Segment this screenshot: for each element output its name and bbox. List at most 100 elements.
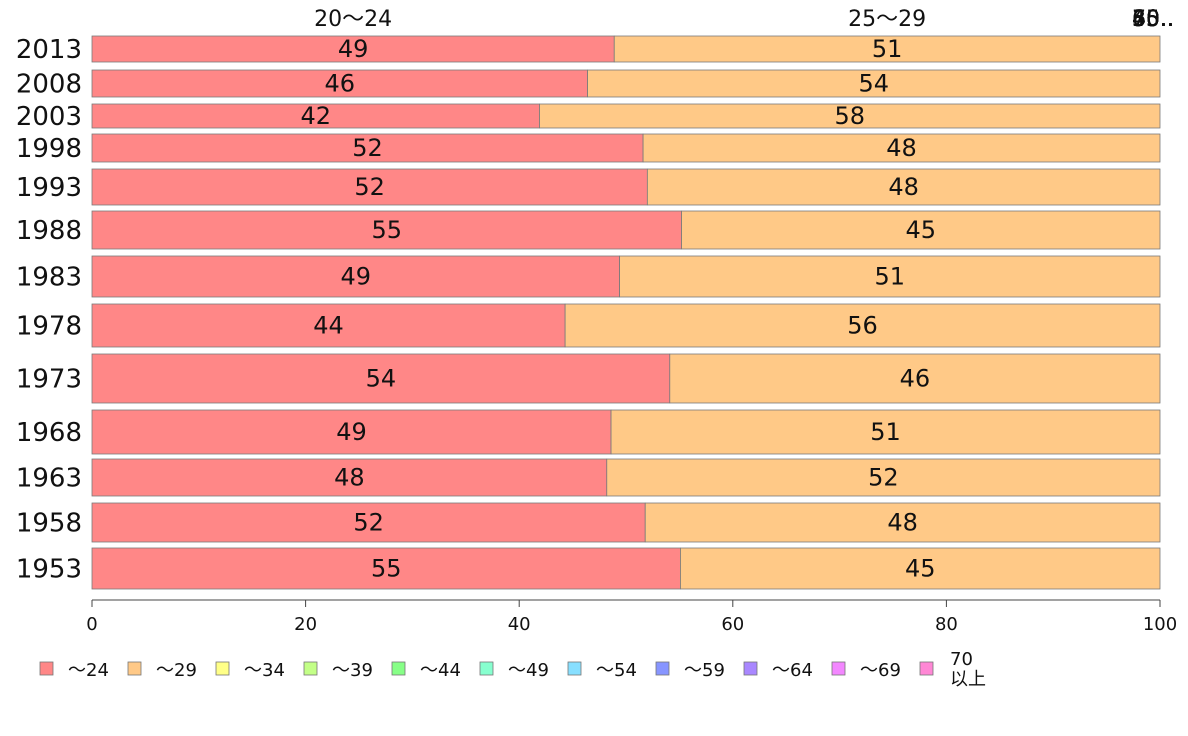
year-label-1963: 1963 [16, 464, 82, 494]
bar-segment-2013-0 [91, 35, 615, 63]
year-label-1978: 1978 [16, 312, 82, 342]
year-label-1973: 1973 [16, 365, 82, 395]
data-label-1978-0: 44 [313, 312, 344, 340]
bar-segment-1958-0 [91, 502, 646, 543]
segment-header-4: 40.. [1132, 7, 1174, 32]
data-label-2008-1: 54 [859, 70, 890, 98]
legend-swatch-8 [743, 661, 758, 676]
bar-segment-1998-1 [642, 133, 1161, 163]
year-label-2008: 2008 [16, 70, 82, 100]
legend-label-2: ～34 [244, 660, 285, 681]
year-label-1958: 1958 [16, 509, 82, 539]
data-label-1973-0: 54 [366, 365, 397, 393]
data-label-2013-0: 49 [338, 35, 369, 63]
data-label-1978-1: 56 [847, 312, 878, 340]
data-label-1983-1: 51 [875, 263, 906, 291]
legend-label-6: ～54 [596, 660, 637, 681]
segment-header-8: 60.. [1132, 7, 1174, 32]
data-label-1983-0: 49 [341, 263, 372, 291]
bar-segment-2008-0 [91, 69, 588, 98]
year-label-1983: 1983 [16, 263, 82, 293]
year-label-2013: 2013 [16, 35, 82, 65]
data-label-1963-1: 52 [868, 464, 899, 492]
legend-swatch-4 [391, 661, 406, 676]
data-label-1953-1: 45 [905, 555, 936, 583]
bar-segment-1973-0 [91, 353, 671, 404]
bar-segment-1953-1 [680, 547, 1161, 590]
legend-label-4: ～44 [420, 660, 461, 681]
legend-label-8: ～64 [772, 660, 813, 681]
legend: ～24 ～29 ～34 ～39 ～44 ～49 ～54 ～59 ～64 ～69 70 以上 [39, 649, 986, 690]
data-label-1993-1: 48 [888, 173, 919, 201]
year-label-2003: 2003 [16, 102, 82, 132]
data-label-1998-1: 48 [886, 134, 917, 162]
legend-label-9: ～69 [860, 660, 901, 681]
segment-header-3: 35.. [1132, 7, 1174, 32]
legend-swatch-9 [831, 661, 846, 676]
bars-group: 49 51 46 54 42 58 52 48 52 48 55 45 49 51 44 56 54 46 49 51… [91, 35, 1161, 590]
x-tick-label-0: 0 [86, 614, 97, 635]
data-label-2003-1: 58 [834, 102, 865, 130]
x-tick-label-20: 20 [294, 614, 317, 635]
bar-segment-1983-0 [91, 255, 620, 298]
bar-segment-1993-0 [91, 168, 648, 206]
legend-label-3: ～39 [332, 660, 373, 681]
data-label-1973-1: 46 [900, 365, 931, 393]
data-label-1963-0: 48 [334, 464, 365, 492]
bar-segment-1953-0 [91, 547, 681, 590]
legend-swatch-2 [215, 661, 230, 676]
data-label-1998-0: 52 [352, 134, 383, 162]
bar-segment-1963-1 [606, 458, 1161, 497]
legend-swatch-3 [303, 661, 318, 676]
bar-segment-2003-1 [539, 103, 1161, 129]
year-label-1953: 1953 [16, 555, 82, 585]
legend-swatch-7 [655, 661, 670, 676]
bar-segment-1973-1 [669, 353, 1161, 404]
bar-segment-2013-1 [613, 35, 1161, 63]
x-tick-label-60: 60 [721, 614, 744, 635]
segment-header-5: 45.. [1132, 7, 1174, 32]
segment-header-7: 55.. [1132, 7, 1174, 32]
legend-label-5: ～49 [508, 660, 549, 681]
data-label-1958-0: 52 [353, 509, 384, 537]
segment-header-1: 25～29 [848, 7, 926, 32]
legend-label-0: ～24 [68, 660, 109, 681]
segment-header-6: 50.. [1132, 7, 1174, 32]
bar-segment-1998-0 [91, 133, 644, 163]
bar-segment-1968-1 [610, 409, 1161, 455]
data-label-1958-1: 48 [887, 509, 918, 537]
data-label-2013-1: 51 [872, 35, 903, 63]
data-label-1968-1: 51 [870, 418, 901, 446]
year-label-1968: 1968 [16, 418, 82, 448]
x-axis: 0 20 40 60 80 100 [86, 599, 1177, 635]
data-label-1993-0: 52 [354, 173, 385, 201]
segment-header-2: 30.. [1132, 7, 1174, 32]
bar-segment-1968-0 [91, 409, 612, 455]
bar-segment-1993-1 [646, 168, 1161, 206]
bar-segment-1963-0 [91, 458, 608, 497]
year-label-1998: 1998 [16, 134, 82, 164]
year-label-1993: 1993 [16, 173, 82, 203]
data-label-2008-0: 46 [325, 70, 356, 98]
segment-header-0: 20～24 [314, 7, 392, 32]
bar-segment-1983-1 [619, 255, 1161, 298]
year-label-1988: 1988 [16, 216, 82, 246]
legend-swatch-0 [39, 661, 54, 676]
data-label-1953-0: 55 [371, 555, 402, 583]
bar-segment-1988-1 [681, 210, 1161, 250]
legend-label-7: ～59 [684, 660, 725, 681]
bar-segment-2008-1 [587, 69, 1161, 98]
legend-label-1: ～29 [156, 660, 197, 681]
legend-swatch-5 [479, 661, 494, 676]
segment-header-9: 65.. [1132, 7, 1174, 32]
bar-segment-1958-1 [644, 502, 1161, 543]
data-label-1968-0: 49 [336, 418, 367, 446]
data-label-1988-1: 45 [905, 216, 936, 244]
legend-swatch-6 [567, 661, 582, 676]
data-label-1988-0: 55 [371, 216, 402, 244]
legend-swatch-10 [919, 661, 934, 676]
x-tick-label-40: 40 [508, 614, 531, 635]
segment-header-labels: 20～24 25～29 30..35..40..45..50..55..60..65… [314, 7, 1174, 32]
